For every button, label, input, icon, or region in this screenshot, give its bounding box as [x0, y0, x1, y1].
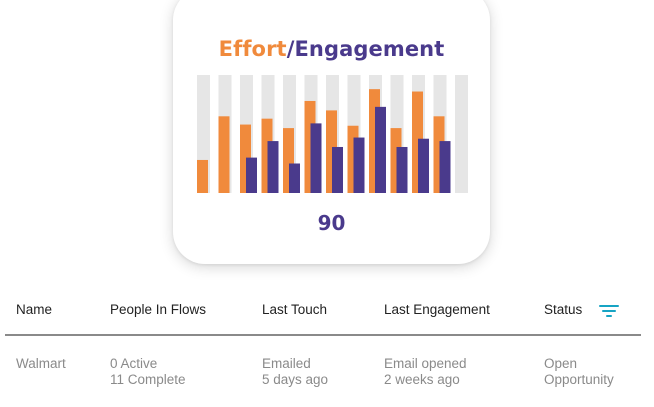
effort-bar-1: [197, 159, 208, 193]
engagement-bar-5: [289, 163, 300, 193]
people-complete: 11 Complete: [110, 372, 186, 387]
chart-svg: [197, 75, 468, 193]
cell-last-touch: Emailed 5 days ago: [262, 356, 328, 388]
header-last-engagement[interactable]: Last Engagement: [384, 302, 490, 317]
effort-bar-4: [261, 118, 273, 193]
cell-name: Walmart: [16, 356, 66, 372]
effort-bar-6: [304, 100, 316, 193]
people-active: 0 Active: [110, 356, 158, 371]
cell-people-in-flows: 0 Active 11 Complete: [110, 356, 186, 388]
table-header: Name People In Flows Last Touch Last Eng…: [5, 290, 641, 336]
account-name[interactable]: Walmart: [16, 356, 66, 371]
cell-last-engagement: Email opened 2 weeks ago: [384, 356, 467, 388]
effort-bar-9: [369, 89, 380, 193]
engagement-bar-3: [246, 157, 257, 193]
effort-bar-10: [390, 128, 402, 193]
effort-bar-3: [240, 124, 251, 193]
card-title: Effort/Engagement: [173, 37, 490, 61]
accounts-table: Name People In Flows Last Touch Last Eng…: [0, 290, 654, 396]
card-title-separator: /: [286, 37, 295, 61]
engagement-bar-12: [439, 141, 451, 193]
effort-bar-7: [326, 110, 337, 193]
table-row[interactable]: Walmart 0 Active 11 Complete Emailed 5 d…: [5, 336, 641, 396]
card-title-effort: Effort: [218, 37, 287, 61]
filter-icon[interactable]: [599, 305, 619, 319]
status-line-2: Opportunity: [544, 372, 614, 387]
engagement-bar-4: [267, 141, 279, 193]
engagement-bar-11: [418, 138, 429, 193]
last-touch-type: Emailed: [262, 356, 311, 371]
engagement-bar-8: [353, 137, 365, 193]
effort-bar-2: [218, 116, 230, 193]
effort-bar-11: [412, 91, 423, 193]
status-line-1: Open: [544, 356, 578, 371]
engagement-bar-6: [310, 123, 322, 193]
header-name[interactable]: Name: [16, 302, 53, 317]
effort-bar-12: [433, 116, 445, 193]
engagement-bar-7: [332, 146, 343, 193]
card-title-engagement: Engagement: [294, 37, 445, 61]
header-last-touch[interactable]: Last Touch: [262, 302, 328, 317]
effort-bar-8: [347, 125, 359, 193]
engagement-bar-9: [375, 106, 386, 193]
engagement-bar-10: [396, 146, 408, 193]
chart-track-13: [455, 75, 468, 193]
effort-bar-5: [283, 128, 294, 193]
engagement-score: 90: [317, 211, 346, 235]
header-people-in-flows[interactable]: People In Flows: [110, 302, 207, 317]
header-status[interactable]: Status: [544, 302, 583, 317]
last-touch-time: 5 days ago: [262, 372, 329, 387]
effort-engagement-card: Effort/Engagement 90: [173, 0, 490, 264]
last-engagement-time: 2 weeks ago: [384, 372, 460, 387]
cell-status: Open Opportunity: [544, 356, 614, 388]
last-engagement-type: Email opened: [384, 356, 467, 371]
effort-engagement-chart: [195, 75, 471, 193]
